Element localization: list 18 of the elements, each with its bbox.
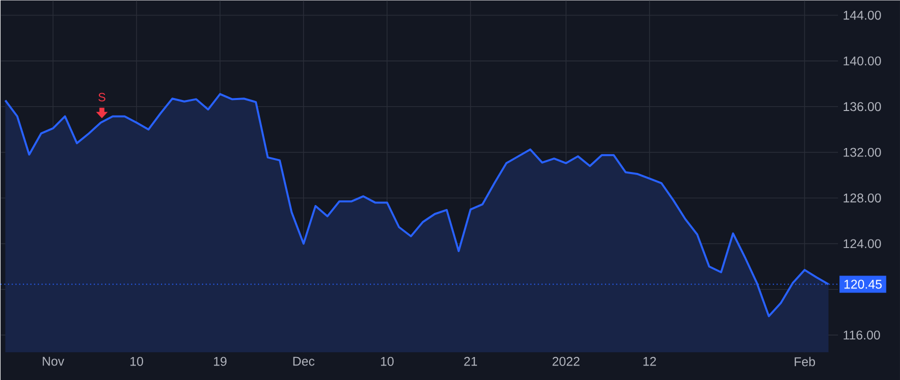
y-tick-label: 132.00	[844, 148, 881, 157]
y-tick-label: 128.00	[844, 193, 881, 202]
y-tick-label: 136.00	[844, 102, 881, 112]
x-tick-label: 12	[643, 356, 656, 366]
y-tick-label: 116.00	[844, 330, 880, 340]
y-tick-label: 140.00	[844, 56, 881, 66]
x-tick-label: 19	[214, 356, 226, 366]
y-tick-label: 124.00	[844, 239, 881, 248]
x-tick-label: Dec	[293, 356, 314, 366]
x-tick-label: 21	[464, 356, 477, 366]
x-tick-label: Nov	[42, 356, 64, 366]
x-tick-label: 10	[130, 356, 144, 366]
x-tick-label: 10	[380, 356, 394, 366]
ref-line-label: 120.45	[844, 280, 882, 289]
y-tick-label: 144.00	[844, 10, 881, 20]
x-tick-label: 2022	[552, 356, 580, 366]
annotation: S	[98, 92, 106, 102]
x-tick-label: Feb	[794, 356, 816, 366]
